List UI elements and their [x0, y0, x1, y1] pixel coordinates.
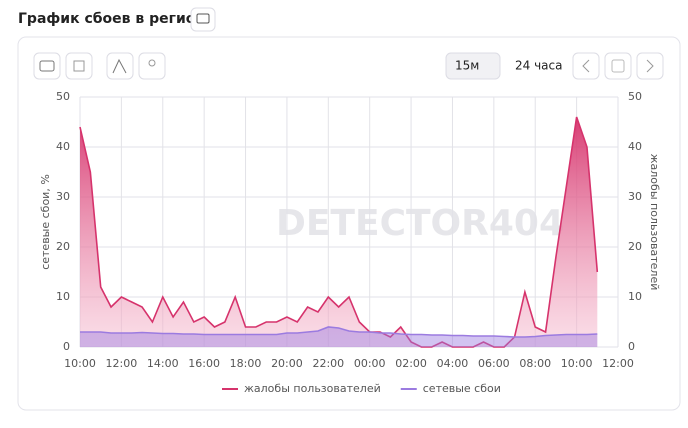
icon	[148, 59, 156, 67]
x-tick-label: 02:00	[395, 357, 427, 370]
y-tick-label: 10	[56, 290, 70, 303]
series-line	[80, 326, 598, 338]
legend-label: жалобы пользователей	[244, 382, 381, 395]
y-tick-label: 0	[63, 340, 70, 353]
y-tick-label: 20	[56, 240, 70, 253]
grid-button[interactable]	[65, 52, 93, 80]
x-tick-label: 16:00	[188, 357, 220, 370]
x-tick-label: 00:00	[354, 357, 386, 370]
icon	[582, 59, 590, 73]
x-tick-label: 20:00	[271, 357, 303, 370]
x-tick-label: 10:00	[561, 357, 593, 370]
next-button[interactable]	[636, 52, 664, 80]
y2-tick-label: 30	[628, 190, 642, 203]
x-tick-label: 12:00	[602, 357, 634, 370]
y2-tick-label: 10	[628, 290, 642, 303]
area-fill	[80, 117, 598, 347]
y-tick-label: 50	[56, 90, 70, 103]
y-tick-label: 40	[56, 140, 70, 153]
y-tick-label: 30	[56, 190, 70, 203]
y2-tick-label: 50	[628, 90, 642, 103]
y2-tick-label: 20	[628, 240, 642, 253]
screenshot-button[interactable]	[33, 52, 61, 80]
y2-axis-title: жалобы пользователей	[648, 154, 661, 291]
interval-select[interactable]	[445, 52, 501, 80]
x-tick-label: 06:00	[478, 357, 510, 370]
x-tick-label: 18:00	[230, 357, 262, 370]
chart-button[interactable]	[106, 52, 134, 80]
range-value: 24 часа	[515, 59, 562, 73]
series-line	[79, 116, 599, 348]
watermark: DETECTOR404	[276, 203, 564, 244]
x-tick-label: 10:00	[64, 357, 96, 370]
icon	[39, 60, 55, 72]
icon	[646, 59, 654, 73]
y-axis-title: сетевые сбои, %	[39, 174, 52, 270]
x-tick-label: 14:00	[147, 357, 179, 370]
calendar-button[interactable]	[604, 52, 632, 80]
icon	[196, 13, 210, 24]
icon	[112, 58, 127, 74]
y2-tick-label: 0	[628, 340, 635, 353]
icon	[611, 59, 625, 73]
x-tick-label: 22:00	[312, 357, 344, 370]
prev-button[interactable]	[572, 52, 600, 80]
page-title: График сбоев в регионе	[18, 11, 215, 27]
area-fill	[80, 327, 598, 347]
icon	[73, 60, 85, 72]
legend-label: сетевые сбои	[423, 382, 501, 395]
y2-tick-label: 40	[628, 140, 642, 153]
interval-value: 15м	[455, 59, 479, 73]
x-tick-label: 08:00	[519, 357, 551, 370]
comment-button[interactable]	[190, 7, 216, 32]
x-tick-label: 12:00	[106, 357, 138, 370]
x-tick-label: 04:00	[437, 357, 469, 370]
